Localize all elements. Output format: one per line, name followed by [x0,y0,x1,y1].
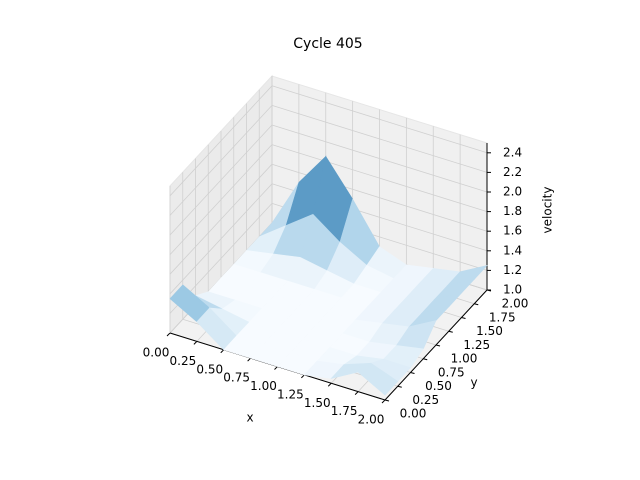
grid-line [271,85,488,154]
y-tick-label: 0.75 [438,365,465,379]
z-tick-label: 1.8 [503,204,522,218]
x-tick-label: 1.50 [304,396,331,410]
x-tick-label: 1.25 [277,387,304,401]
x-tick [247,357,251,362]
x-axis-label: x [246,411,253,425]
y-axis [384,289,488,401]
x-tick [166,332,171,337]
x-tick-label: 1.00 [250,379,277,393]
grid-line [271,144,488,212]
y-axis-label: y [470,376,477,390]
z-tick-label: 1.6 [503,224,522,238]
z-tick-label: 1.0 [503,283,522,297]
grid-line [271,124,488,193]
z-tick-label: 2.2 [503,165,522,179]
grid-line [169,124,273,236]
x-tick-label: 0.00 [143,346,170,360]
grid-line [169,105,273,216]
x-tick [354,391,359,395]
x-tick-label: 1.75 [331,404,358,418]
x-tick-label: 0.75 [223,371,250,385]
z-tick-label: 2.0 [503,185,522,199]
y-tick-label: 2.00 [502,297,529,311]
x-tick [301,374,305,379]
y-tick [397,385,402,388]
y-tick-label: 0.50 [425,379,452,393]
y-tick [461,317,466,319]
z-tick-label: 1.4 [503,243,522,257]
y-tick-label: 1.00 [451,352,478,366]
x-tick [193,341,198,345]
y-tick-label: 1.25 [463,338,490,352]
y-tick [474,303,479,306]
chart-title: Cycle 405 [293,36,362,52]
grid-line [271,105,488,173]
y-tick [384,399,390,402]
x-tick-label: 0.50 [196,362,223,376]
y-tick [423,358,428,361]
y-tick-label: 0.00 [400,407,427,421]
x-tick [220,349,225,354]
y-tick-label: 0.25 [412,393,439,407]
grid-line [169,85,273,197]
y-tick [410,372,415,374]
x-tick [327,382,332,387]
surface-patch [357,362,399,396]
y-tick-label: 1.75 [489,310,516,324]
grid-line [169,163,273,275]
y-tick-label: 1.50 [476,324,503,338]
x-tick [381,399,386,404]
y-tick [448,330,453,333]
x-tick [274,366,278,370]
x-tick-label: 0.25 [170,354,197,368]
grid-line [169,144,273,255]
y-tick [435,344,441,347]
grid-line [169,183,273,295]
z-tick-label: 2.4 [503,145,522,159]
x-tick-label: 2.00 [358,413,385,427]
z-tick-label: 1.2 [503,263,522,277]
z-axis-label: velocity [541,187,555,234]
